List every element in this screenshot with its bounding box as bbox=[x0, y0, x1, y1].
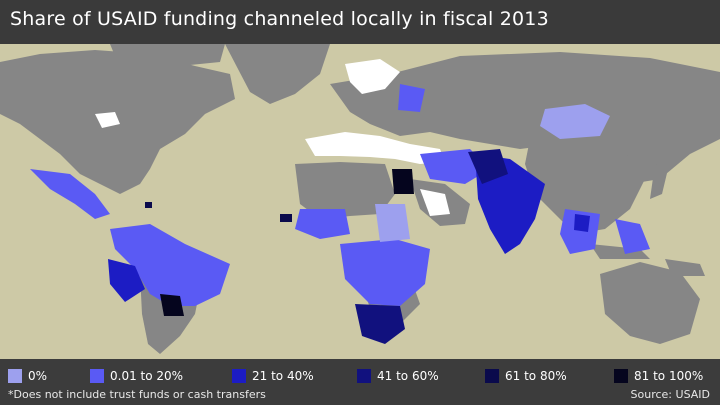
afghanistan-pakistan bbox=[468, 149, 508, 184]
legend-swatch bbox=[8, 369, 22, 383]
map-legend: 0% 0.01 to 20% 21 to 40% 41 to 60% 61 to… bbox=[0, 359, 720, 405]
mongolia bbox=[540, 104, 610, 139]
south-africa bbox=[355, 304, 405, 344]
legend-item: 61 to 80% bbox=[485, 368, 567, 384]
cambodia bbox=[574, 214, 590, 232]
philippines-indonesia bbox=[615, 219, 650, 254]
legend-item: 81 to 100% bbox=[614, 368, 703, 384]
scandinavia bbox=[345, 59, 400, 94]
range-41-60 bbox=[355, 149, 508, 344]
north-africa-west bbox=[295, 162, 395, 219]
source-credit: Source: USAID bbox=[630, 388, 710, 401]
range-0-20 bbox=[30, 84, 650, 306]
footnote: *Does not include trust funds or cash tr… bbox=[8, 388, 266, 401]
legend-swatch bbox=[357, 369, 371, 383]
world-map bbox=[0, 44, 720, 359]
central-east-africa bbox=[340, 239, 430, 306]
legend-item: 21 to 40% bbox=[232, 368, 314, 384]
arabian-gulf bbox=[420, 189, 450, 216]
legend-swatch bbox=[485, 369, 499, 383]
south-america-north bbox=[110, 224, 230, 306]
legend-swatch bbox=[232, 369, 246, 383]
legend-label: 21 to 40% bbox=[252, 369, 314, 383]
legend-label: 41 to 60% bbox=[377, 369, 439, 383]
legend-item: 0.01 to 20% bbox=[90, 368, 183, 384]
mediterranean-europe bbox=[305, 132, 445, 164]
australia bbox=[600, 262, 700, 344]
west-africa bbox=[295, 209, 350, 239]
sudan bbox=[375, 204, 410, 242]
peru-bolivia bbox=[108, 259, 145, 302]
legend-label: 0.01 to 20% bbox=[110, 369, 184, 383]
japan bbox=[650, 164, 668, 199]
range-81-100 bbox=[160, 169, 414, 316]
southeast-asia bbox=[560, 209, 600, 254]
legend-item: 0% bbox=[8, 368, 47, 384]
title-bar: Share of USAID funding channeled locally… bbox=[0, 0, 720, 44]
senegal bbox=[280, 214, 292, 222]
paraguay bbox=[160, 294, 184, 316]
range-0 bbox=[375, 104, 610, 242]
arctic-islands bbox=[110, 44, 225, 66]
indonesia-gray bbox=[590, 244, 650, 259]
great-lakes bbox=[95, 112, 120, 128]
new-guinea bbox=[665, 259, 705, 276]
land-excluded bbox=[95, 59, 450, 216]
map-title: Share of USAID funding channeled locally… bbox=[10, 8, 549, 30]
legend-label: 81 to 100% bbox=[634, 369, 704, 383]
ukraine-region bbox=[398, 84, 425, 112]
legend-label: 61 to 80% bbox=[505, 369, 567, 383]
mexico-central-america bbox=[30, 169, 110, 219]
china bbox=[525, 139, 645, 234]
legend-swatch bbox=[614, 369, 628, 383]
legend-item: 41 to 60% bbox=[357, 368, 439, 384]
legend-swatch bbox=[90, 369, 104, 383]
range-61-80 bbox=[145, 202, 292, 222]
europe-russia bbox=[330, 52, 720, 184]
egypt bbox=[392, 169, 414, 194]
legend-label: 0% bbox=[28, 369, 48, 383]
greenland bbox=[225, 44, 330, 104]
small-caribbean-state bbox=[145, 202, 152, 208]
